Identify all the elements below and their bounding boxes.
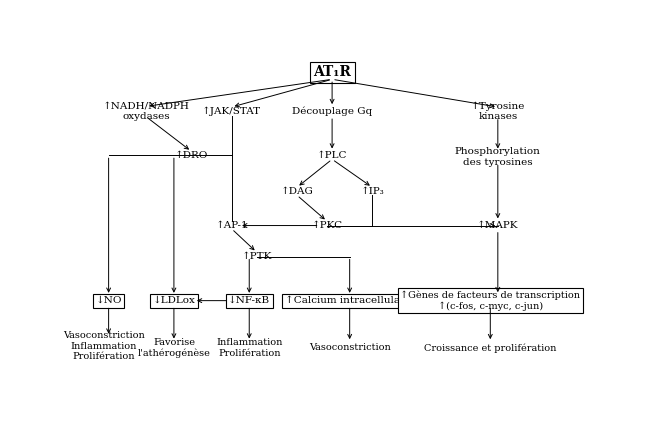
Text: Favorise
l'athérogénèse: Favorise l'athérogénèse <box>137 338 211 358</box>
Text: ↓NO: ↓NO <box>95 296 122 305</box>
Text: Découplage Gq: Découplage Gq <box>292 106 372 116</box>
Text: AT₁R: AT₁R <box>313 65 351 79</box>
Text: ↑NADH/NADPH
oxydases: ↑NADH/NADPH oxydases <box>103 102 190 121</box>
Text: Vasoconstriction
Inflammation
Prolifération: Vasoconstriction Inflammation Proliférat… <box>63 332 145 361</box>
Text: ↑Calcium intracellulaire: ↑Calcium intracellulaire <box>285 296 414 305</box>
Text: ↑MAPK: ↑MAPK <box>477 221 518 230</box>
Text: ↑PKC: ↑PKC <box>312 221 343 230</box>
Text: ↑Tyrosine
kinases: ↑Tyrosine kinases <box>470 101 525 121</box>
Text: ↑PTK: ↑PTK <box>242 252 272 261</box>
Text: ↑DAG: ↑DAG <box>281 187 314 196</box>
Text: Croissance et prolifération: Croissance et prolifération <box>424 343 557 353</box>
Text: Phosphorylation
des tyrosines: Phosphorylation des tyrosines <box>455 147 541 167</box>
Text: ↓LDLox: ↓LDLox <box>152 296 195 305</box>
Text: ↑PLC: ↑PLC <box>317 151 347 160</box>
Text: Inflammation
Prolifération: Inflammation Prolifération <box>216 338 283 358</box>
Text: ↑IP₃: ↑IP₃ <box>360 187 384 196</box>
Text: ↓NF-κB: ↓NF-κB <box>228 296 270 305</box>
Text: ↑JAK/STAT: ↑JAK/STAT <box>202 106 261 116</box>
Text: Vasoconstriction: Vasoconstriction <box>309 343 391 352</box>
Text: ↑Gènes de facteurs de transcription
↑(c-fos, c-myc, c-jun): ↑Gènes de facteurs de transcription ↑(c-… <box>400 290 581 311</box>
Text: ↑AP-1: ↑AP-1 <box>215 221 248 230</box>
Text: ↑DRO: ↑DRO <box>175 151 208 160</box>
